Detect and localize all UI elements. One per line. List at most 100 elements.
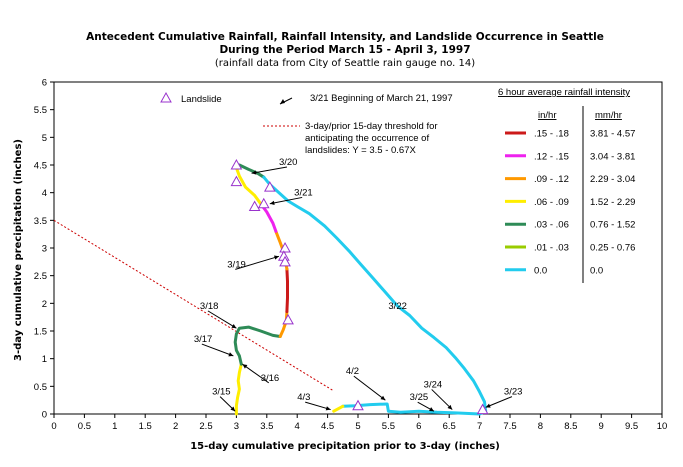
date-label-arrowhead — [447, 404, 453, 410]
date-label-arrow — [269, 196, 303, 205]
threshold-line — [53, 219, 334, 392]
x-tick-label: 3.5 — [260, 421, 273, 432]
legend-mm-range: 1.52 - 2.29 — [590, 197, 635, 208]
landslide-marker — [282, 313, 294, 325]
landslide-legend-label: Landslide — [181, 94, 222, 105]
y-tick-label: 1 — [42, 354, 47, 365]
date-label: 3/22 — [388, 301, 407, 312]
date-label: 3/23 — [504, 387, 523, 398]
date-label: 4/3 — [297, 392, 310, 403]
landslide-markers — [230, 158, 489, 415]
x-tick-label: 1 — [112, 421, 117, 432]
x-tick-label: 0.5 — [78, 421, 91, 432]
x-tick-label: 9.5 — [625, 421, 638, 432]
x-tick-label: 0 — [51, 421, 56, 432]
date-label-arrowhead — [230, 406, 236, 412]
date-label-arrowhead — [485, 403, 491, 408]
x-tick-label: 8.5 — [564, 421, 577, 432]
y-tick-label: 1.5 — [34, 327, 47, 338]
date-label-arrowhead — [231, 324, 237, 329]
legend-rows: .15 - .18 3.81 - 4.57 .12 - .15 3.04 - 3.81… — [505, 129, 635, 276]
legend-mm-range: 3.04 - 3.81 — [590, 151, 635, 162]
threshold-note-line1: 3-day/prior 15-day threshold for — [305, 121, 438, 132]
legend-in-range: .15 - .18 — [534, 129, 569, 140]
date-label: 3/24 — [424, 379, 443, 390]
date-label-arrow — [353, 375, 386, 401]
rainfall-path-segment — [332, 404, 345, 413]
legend-mm-range: 0.0 — [590, 265, 603, 276]
chart-title: Antecedent Cumulative Rainfall, Rainfall… — [86, 31, 604, 43]
date-label-arrowhead — [429, 407, 434, 412]
threshold-note-line3: landslides: Y = 3.5 - 0.67X — [305, 145, 416, 156]
date-label-arrow — [235, 255, 280, 270]
date-label-arrowhead — [274, 255, 279, 260]
date-label-arrow — [201, 343, 234, 357]
y-tick-label: 5 — [42, 133, 47, 144]
date-label-arrowhead — [228, 352, 234, 357]
date-label-arrow — [242, 363, 270, 384]
legend-mm-range: 2.29 - 3.04 — [590, 174, 635, 185]
legend-mm-range: 3.81 - 4.57 — [590, 129, 635, 140]
threshold-dashed-line — [53, 219, 334, 392]
x-tick-label: 4.5 — [321, 421, 334, 432]
landslide-marker — [248, 200, 261, 211]
x-tick-label: 10 — [657, 421, 668, 432]
legend-in-range: 0.0 — [534, 265, 547, 276]
x-tick-label: 2 — [173, 421, 178, 432]
y-tick-label: 4 — [42, 188, 47, 199]
series-group — [233, 163, 488, 416]
rainfall-path-segment — [234, 362, 243, 416]
x-tick-label: 5 — [355, 421, 360, 432]
date-label: 3/17 — [194, 334, 213, 345]
legend-in-range: .06 - .09 — [534, 197, 569, 208]
landslide-marker — [263, 181, 276, 192]
x-axis-label: 15-day cumulative precipitation prior to… — [190, 441, 500, 452]
y-tick-label: 4.5 — [34, 161, 47, 172]
x-tick-label: 9 — [599, 421, 604, 432]
x-tick-label: 7.5 — [503, 421, 516, 432]
date-label-arrow — [431, 389, 453, 410]
x-tick-label: 4 — [295, 421, 300, 432]
date-label-arrowhead — [269, 200, 275, 206]
date-label: 3/18 — [200, 301, 219, 312]
legend-title: 6 hour average rainfall intensity — [498, 87, 630, 98]
date-label: 3/16 — [261, 373, 280, 384]
date-note-arrowhead — [280, 99, 285, 104]
rainfall-path-segment — [262, 175, 488, 416]
legend-in-range: .01 - .03 — [534, 243, 569, 254]
threshold-note-line2: anticipating the occurrence of — [305, 133, 429, 144]
landslide-marker — [279, 255, 291, 267]
chart-source-note: (rainfall data from City of Seattle rain… — [215, 58, 475, 69]
plot-axes: 0 0.5 1 1.5 2 2.5 3 3.5 4 4.5 5 5.5 6 6.5 7 7.5 8 8.5 9 9.5… — [34, 78, 668, 433]
legend-col-in: in/hr — [538, 110, 556, 121]
y-tick-label: 3 — [42, 244, 47, 255]
date-label: 3/19 — [227, 259, 246, 270]
landslide-marker — [476, 403, 489, 415]
x-tick-label: 7 — [477, 421, 482, 432]
landslide-marker — [279, 241, 291, 253]
legend-mm-range: 0.76 - 1.52 — [590, 220, 635, 231]
x-tick-label: 5.5 — [382, 421, 395, 432]
landslide-marker — [257, 197, 270, 209]
landslide-marker — [230, 175, 243, 187]
legend-mm-range: 0.25 - 0.76 — [590, 243, 635, 254]
x-tick-label: 2.5 — [199, 421, 212, 432]
date-label-arrow — [207, 310, 237, 329]
date-label: 3/20 — [279, 157, 298, 168]
date-label-arrowhead — [242, 364, 248, 369]
date-label-arrow — [251, 166, 288, 174]
y-tick-label: 6 — [42, 78, 47, 89]
intensity-legend: 6 hour average rainfall intensity in/hr … — [498, 87, 635, 283]
rainfall-path-segment — [278, 310, 289, 338]
date-label: 4/2 — [346, 366, 359, 377]
legend-col-mm: mm/hr — [595, 110, 622, 121]
x-tick-label: 6 — [416, 421, 421, 432]
date-label-arrowhead — [380, 395, 386, 401]
rainfall-path-segment — [233, 325, 282, 366]
date-label-arrowhead — [251, 170, 257, 175]
x-tick-label: 1.5 — [139, 421, 152, 432]
date-label: 3/21 — [294, 187, 313, 198]
landslide-legend-icon — [160, 91, 172, 103]
legend-in-range: .03 - .06 — [534, 220, 569, 231]
chart-subtitle: During the Period March 15 - April 3, 19… — [219, 44, 470, 56]
